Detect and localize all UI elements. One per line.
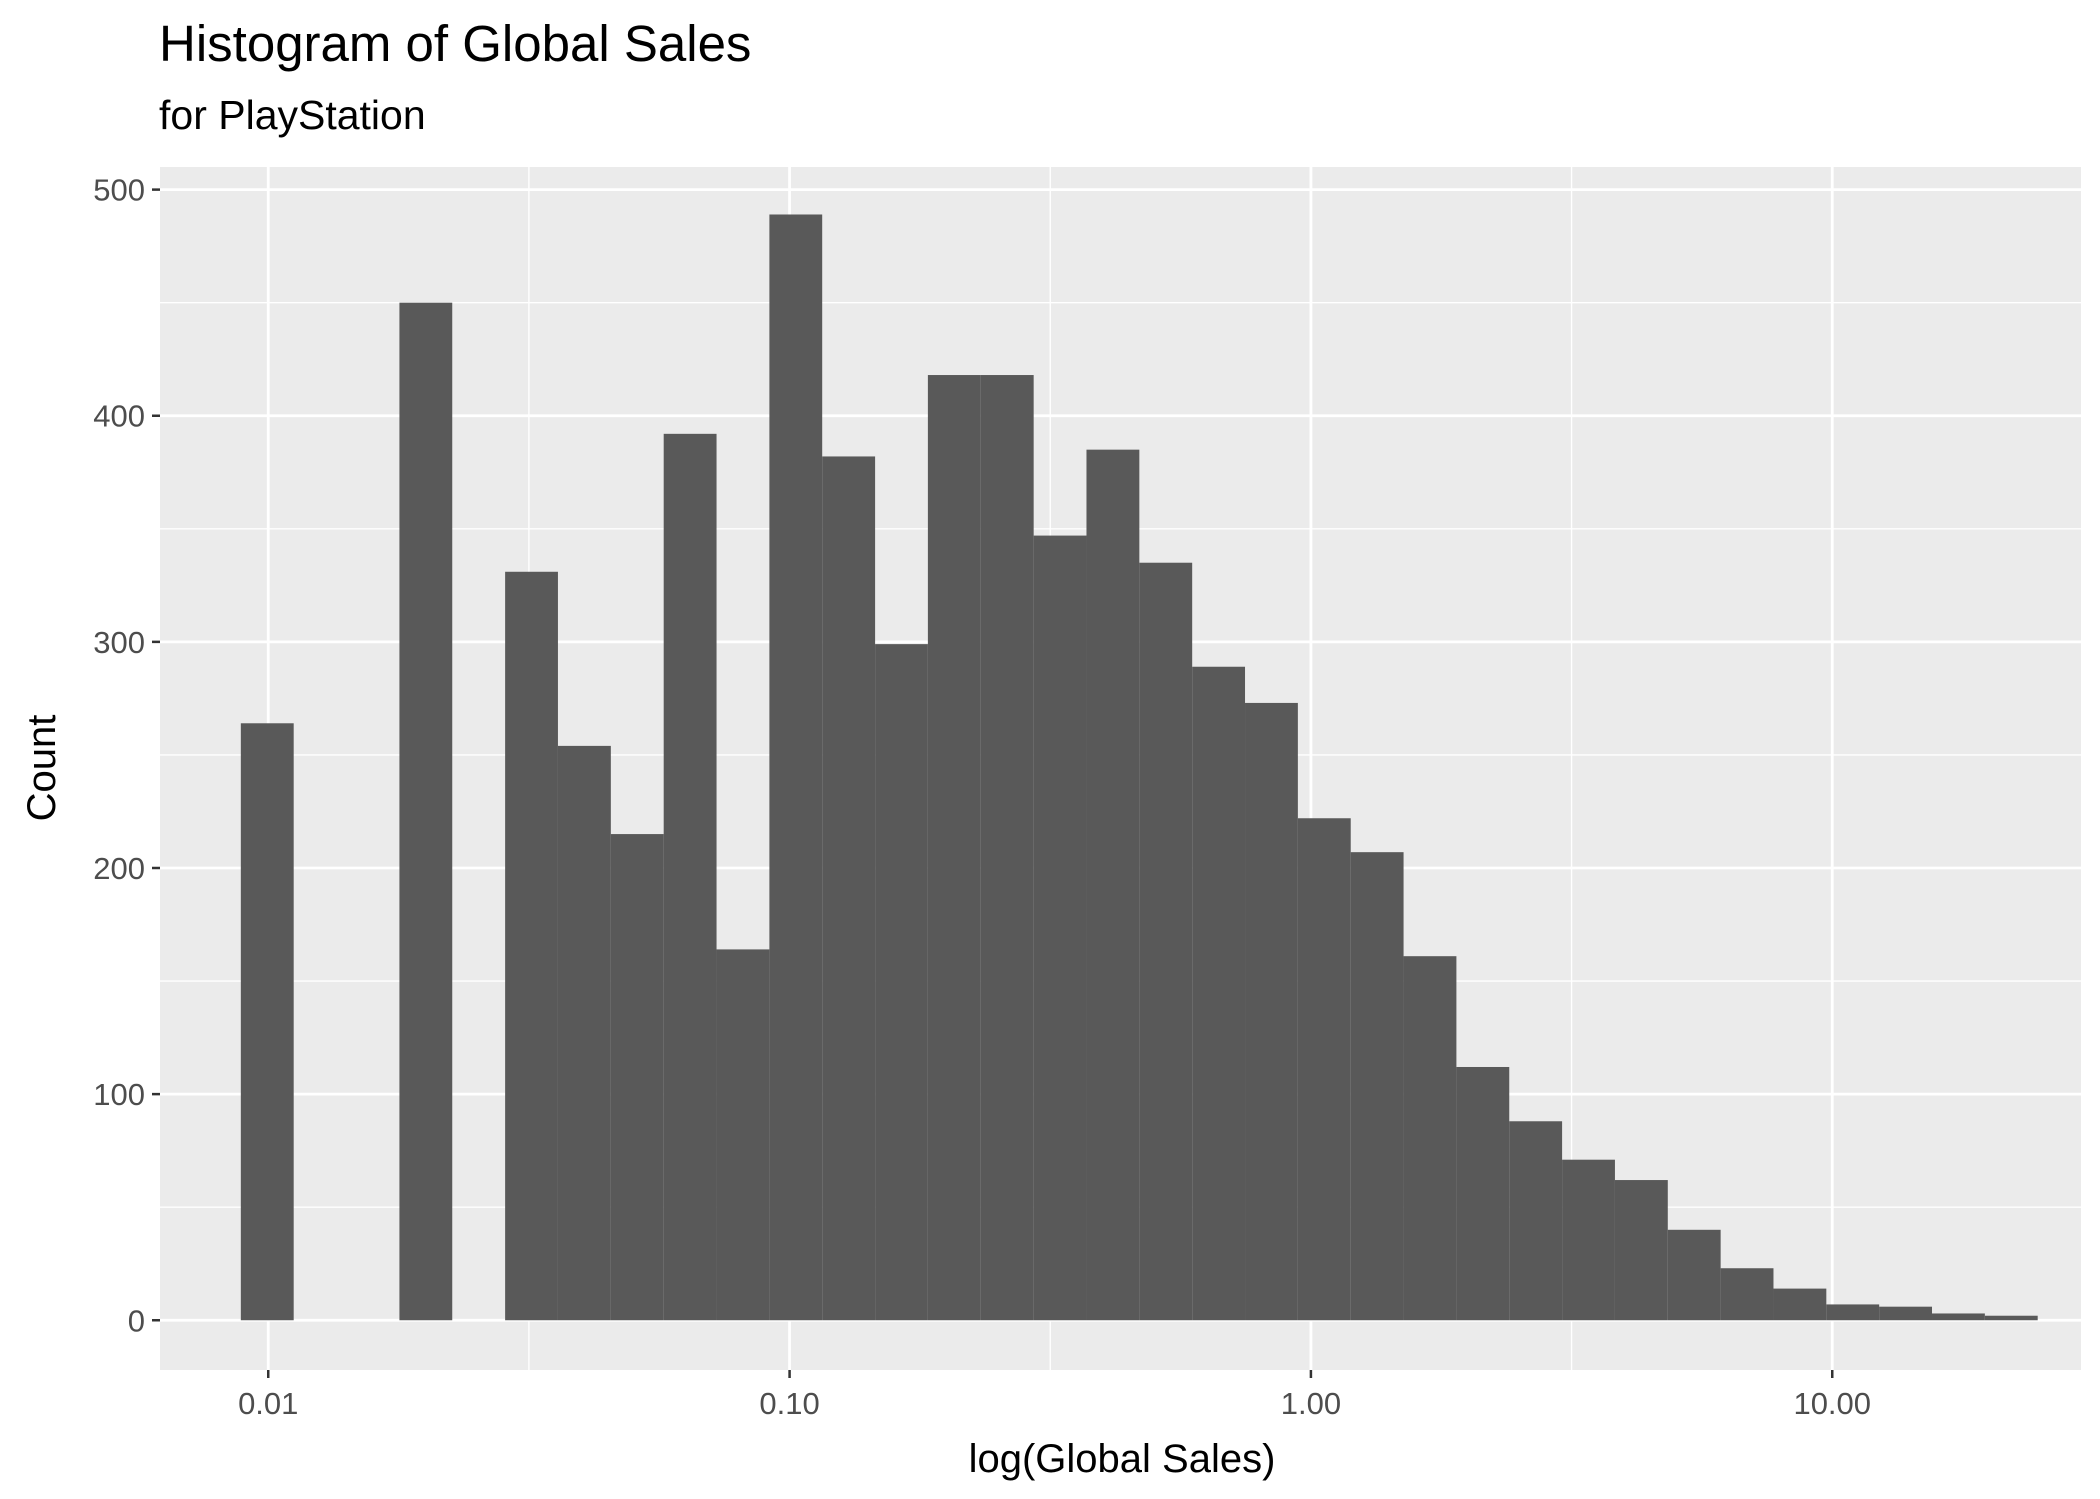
histogram-bar <box>769 214 823 1321</box>
histogram-bars <box>240 214 2038 1321</box>
histogram-bar <box>1245 702 1298 1321</box>
x-tick-label: 0.10 <box>759 1386 819 1421</box>
histogram-bar <box>1509 1121 1563 1321</box>
x-axis-title: log(Global Sales) <box>969 1437 1276 1481</box>
histogram-bar <box>1720 1268 1774 1321</box>
histogram-bar <box>1826 1304 1880 1321</box>
x-tick-label: 10.00 <box>1793 1386 1871 1421</box>
x-axis: 0.01 0.10 1.00 10.00 <box>238 1370 1871 1421</box>
y-tick-label: 0 <box>128 1303 145 1338</box>
histogram-bar <box>1456 1066 1510 1321</box>
histogram-bar <box>875 644 928 1321</box>
histogram-bar <box>1350 852 1404 1321</box>
histogram-bar <box>1984 1315 2038 1321</box>
histogram-bar <box>822 456 876 1321</box>
histogram-bar <box>1297 818 1351 1321</box>
histogram-bar <box>716 949 770 1321</box>
histogram-bar <box>1667 1229 1721 1321</box>
histogram-bar <box>1403 956 1457 1321</box>
histogram-bar <box>1562 1159 1615 1321</box>
histogram-bar <box>927 375 981 1321</box>
histogram-bar <box>1932 1313 1985 1321</box>
histogram-bar <box>399 302 453 1321</box>
x-tick-label: 1.00 <box>1281 1386 1341 1421</box>
y-tick-label: 500 <box>93 173 145 208</box>
histogram-bar <box>1879 1306 1933 1321</box>
chart-subtitle: for PlayStation <box>159 92 426 138</box>
histogram-bar <box>240 723 294 1321</box>
y-tick-label: 100 <box>93 1077 145 1112</box>
histogram-bar <box>610 834 664 1321</box>
histogram-bar <box>1033 535 1087 1321</box>
histogram-bar <box>1192 666 1246 1321</box>
histogram-bar <box>505 571 558 1321</box>
histogram-bar <box>557 745 611 1321</box>
histogram-bar <box>980 375 1034 1321</box>
x-tick-label: 0.01 <box>238 1386 298 1421</box>
y-tick-label: 200 <box>93 851 145 886</box>
y-tick-label: 400 <box>93 399 145 434</box>
y-axis-title: Count <box>20 715 64 822</box>
histogram-bar <box>1773 1288 1827 1321</box>
histogram-bar <box>663 433 717 1321</box>
histogram-bar <box>1139 562 1193 1321</box>
chart-title: Histogram of Global Sales <box>159 15 752 72</box>
histogram-bar <box>1614 1180 1668 1321</box>
y-axis: 0 100 200 300 400 500 <box>93 173 160 1338</box>
y-tick-label: 300 <box>93 625 145 660</box>
histogram-bar <box>1086 449 1140 1321</box>
